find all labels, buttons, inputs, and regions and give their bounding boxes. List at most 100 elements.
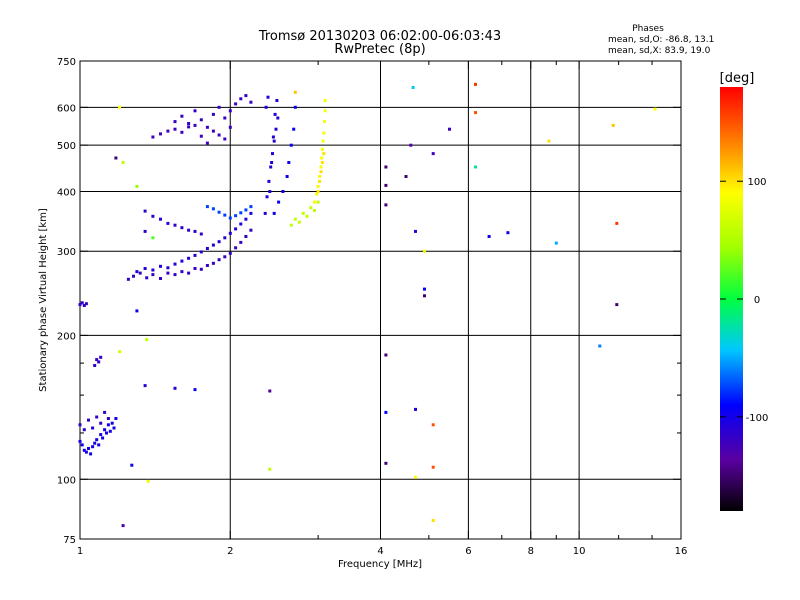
colorbar <box>720 87 743 511</box>
data-point <box>275 99 279 102</box>
data-point <box>474 82 477 86</box>
colorbar-label: [deg] <box>720 71 755 86</box>
data-point <box>173 120 177 124</box>
data-point <box>93 364 97 367</box>
data-point <box>228 216 232 220</box>
data-point <box>293 90 297 94</box>
data-point <box>289 223 293 227</box>
data-point <box>269 165 273 169</box>
data-point <box>97 443 101 447</box>
data-point <box>506 231 510 235</box>
data-point <box>268 467 272 471</box>
data-point <box>82 448 86 452</box>
data-point <box>223 255 227 259</box>
data-point <box>145 338 149 342</box>
data-point <box>239 240 243 244</box>
data-point <box>384 183 388 187</box>
data-point <box>414 475 417 479</box>
data-point <box>297 220 301 224</box>
data-point <box>615 303 619 307</box>
data-point <box>159 132 162 136</box>
data-point <box>273 112 277 116</box>
data-point <box>474 111 477 115</box>
data-point <box>320 147 324 151</box>
data-point <box>121 524 125 528</box>
data-point <box>598 344 602 348</box>
data-point <box>211 243 215 247</box>
x-tick-label: 16 <box>675 546 688 557</box>
data-point <box>423 287 426 291</box>
data-point <box>143 267 147 270</box>
data-point <box>87 418 90 422</box>
data-point <box>249 100 253 104</box>
data-point <box>84 450 88 454</box>
data-point <box>289 143 293 147</box>
data-point <box>234 246 238 250</box>
data-point <box>78 439 82 443</box>
data-point <box>112 426 116 430</box>
data-point <box>228 231 232 235</box>
data-point <box>91 445 95 449</box>
data-point <box>173 273 177 277</box>
data-point <box>138 271 142 275</box>
x-tick-label: 10 <box>573 546 586 557</box>
data-point <box>223 137 227 141</box>
data-point <box>151 135 155 139</box>
data-point <box>270 161 274 164</box>
data-point <box>277 200 281 204</box>
data-point <box>249 228 253 232</box>
data-point <box>228 125 232 129</box>
x-tick-label: 8 <box>528 546 534 557</box>
data-point <box>423 294 426 298</box>
data-point <box>173 262 177 266</box>
data-point <box>166 266 170 270</box>
data-point <box>267 179 271 183</box>
data-point <box>554 241 558 245</box>
data-point <box>322 152 326 156</box>
data-point <box>431 152 435 156</box>
data-point <box>244 217 248 221</box>
data-point <box>159 217 162 221</box>
data-point <box>234 214 238 218</box>
plot-area: 1 2 4 6 8 10 16 75 100 200 300 400 500 600 750 <box>57 57 687 557</box>
data-point <box>205 264 209 267</box>
data-point <box>293 105 297 109</box>
data-point <box>99 355 103 359</box>
grid-lines <box>80 61 681 539</box>
data-point <box>292 127 296 131</box>
data-point <box>315 192 319 196</box>
chart-title: Tromsø 20130203 06:02:00-06:03:43 <box>258 29 501 44</box>
data-point <box>249 205 253 209</box>
data-point <box>199 267 203 271</box>
data-point <box>384 461 388 465</box>
data-points <box>78 82 657 528</box>
data-point <box>265 195 269 199</box>
data-point <box>118 105 121 109</box>
data-point <box>82 304 86 307</box>
data-point <box>320 161 324 164</box>
data-point <box>118 350 121 354</box>
data-point <box>448 127 451 131</box>
data-point <box>487 235 491 238</box>
data-point <box>187 271 191 275</box>
data-point <box>151 273 155 277</box>
data-point <box>180 226 184 230</box>
data-point <box>431 519 435 522</box>
data-point <box>103 410 107 414</box>
data-point <box>264 105 268 109</box>
y-tick-label: 400 <box>57 187 76 198</box>
data-point <box>97 360 101 364</box>
data-point <box>423 249 426 253</box>
colorbar-ticks: 100 0 -100 <box>720 177 768 424</box>
chart-subtitle: RwPretec (8p) <box>334 42 425 57</box>
data-point <box>114 156 118 160</box>
data-point <box>323 109 327 113</box>
colorbar-tick-label: 0 <box>754 295 760 306</box>
data-point <box>80 443 84 447</box>
data-point <box>199 134 203 138</box>
phases-heading: Phases <box>632 24 664 34</box>
data-point <box>187 125 191 129</box>
data-point <box>239 97 243 101</box>
phases-x-stats: mean, sd,X: 83.9, 19.0 <box>608 46 711 56</box>
data-point <box>301 211 305 215</box>
